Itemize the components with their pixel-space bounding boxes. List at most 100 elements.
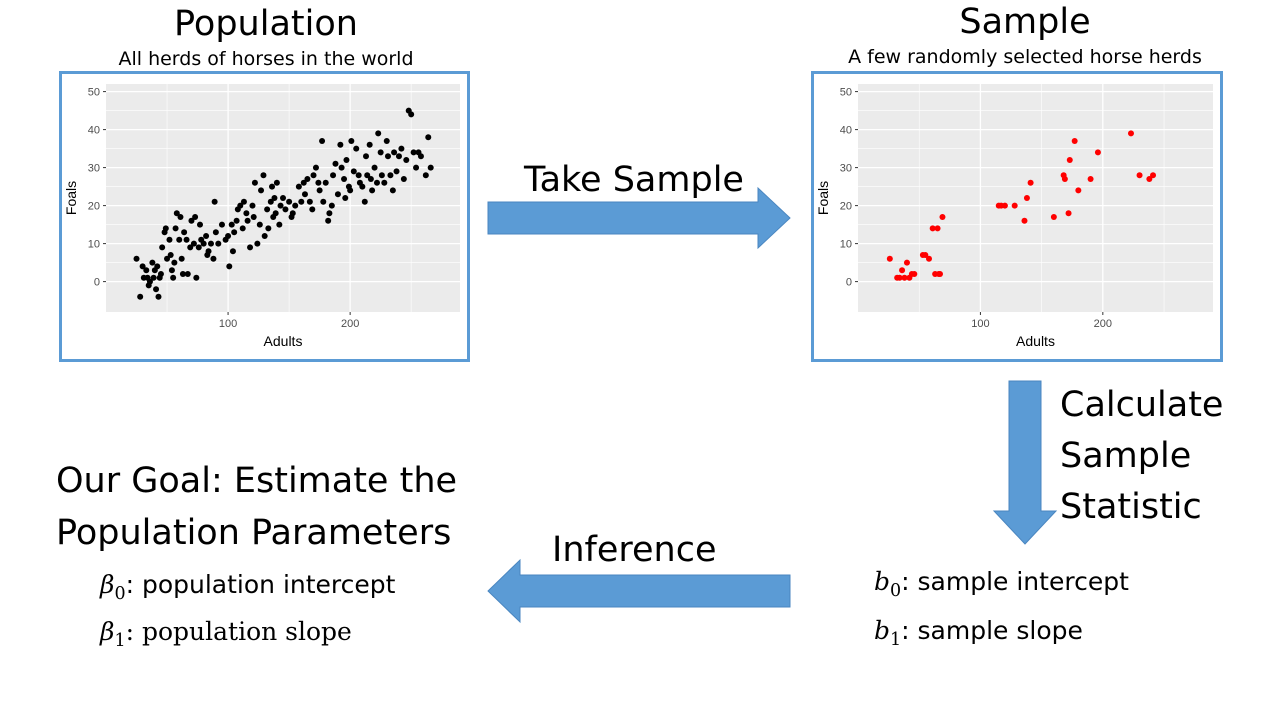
sample-data-point bbox=[903, 259, 910, 266]
sample-data-point bbox=[937, 271, 944, 277]
population-data-point bbox=[334, 191, 341, 198]
population-data-point bbox=[187, 244, 194, 251]
population-data-point bbox=[295, 183, 302, 190]
sample-data-point bbox=[911, 271, 918, 277]
population-data-point bbox=[184, 271, 191, 277]
goal-line-1: Our Goal: Estimate the bbox=[56, 461, 458, 501]
sample-tick-label-x: 100 bbox=[971, 318, 989, 330]
population-data-point bbox=[200, 240, 207, 247]
population-data-point bbox=[210, 255, 217, 262]
population-data-point bbox=[150, 274, 157, 281]
population-data-point bbox=[159, 244, 166, 251]
b-glyph: b bbox=[874, 567, 891, 596]
population-data-point bbox=[178, 255, 185, 262]
population-data-point bbox=[400, 176, 407, 182]
goal-line-2: Population Parameters bbox=[56, 513, 452, 553]
population-data-point bbox=[229, 248, 236, 255]
sample-data-point bbox=[1146, 176, 1153, 182]
population-data-point bbox=[254, 240, 261, 247]
sample-data-point bbox=[901, 274, 908, 281]
sample-data-point bbox=[1094, 149, 1101, 156]
b0-line: b0: sample intercept bbox=[874, 562, 1129, 611]
population-data-point bbox=[196, 221, 203, 228]
population-data-point bbox=[218, 221, 225, 228]
sample-tick-label-y: 10 bbox=[840, 239, 852, 251]
sample-data-point bbox=[934, 225, 941, 232]
sample-data-point bbox=[896, 274, 903, 281]
population-tick-label-y: 40 bbox=[88, 125, 100, 137]
sample-data-point bbox=[1050, 214, 1057, 220]
population-data-point bbox=[337, 141, 344, 148]
sample-data-point bbox=[1150, 172, 1157, 179]
population-data-point bbox=[425, 134, 432, 141]
population-data-point bbox=[389, 187, 396, 194]
population-tick-label-x: 200 bbox=[341, 318, 359, 330]
population-data-point bbox=[203, 233, 210, 239]
goal-heading: Our Goal: Estimate the Population Parame… bbox=[56, 455, 457, 559]
population-data-point bbox=[280, 195, 286, 201]
population-data-point bbox=[301, 191, 308, 198]
subscript: 0 bbox=[890, 581, 902, 601]
population-data-point bbox=[164, 255, 171, 262]
sample-data-point bbox=[922, 252, 929, 258]
population-data-point bbox=[228, 221, 235, 228]
population-data-point bbox=[306, 198, 313, 205]
population-data-point bbox=[192, 214, 199, 220]
population-data-point bbox=[168, 267, 175, 274]
population-data-point bbox=[177, 214, 184, 220]
sample-data-point bbox=[1061, 176, 1068, 182]
population-data-point bbox=[231, 229, 238, 236]
population-data-point bbox=[347, 187, 354, 194]
population-data-point bbox=[326, 210, 333, 217]
sample-tick-label-y: 30 bbox=[840, 163, 852, 175]
population-data-point bbox=[342, 195, 349, 201]
population-y-axis-title: Foals bbox=[63, 181, 79, 215]
sample-data-point bbox=[939, 214, 946, 220]
sample-data-point bbox=[1023, 195, 1030, 201]
population-data-point bbox=[410, 149, 417, 156]
sample-tick-label-y: 0 bbox=[846, 277, 852, 289]
population-data-point bbox=[325, 217, 332, 224]
population-data-point bbox=[375, 130, 382, 137]
population-data-point bbox=[422, 172, 429, 179]
population-data-point bbox=[260, 172, 267, 179]
population-data-point bbox=[353, 145, 360, 152]
sample-data-point bbox=[899, 267, 906, 274]
population-data-point bbox=[403, 157, 410, 163]
population-data-point bbox=[363, 153, 370, 160]
sample-data-point bbox=[886, 255, 893, 262]
population-plot-panel: 100 200 0 10 20 30 40 50 Adults Foals bbox=[59, 71, 470, 362]
b0-symbol: b0 bbox=[874, 567, 901, 601]
sample-data-point bbox=[929, 225, 936, 232]
population-data-point bbox=[355, 172, 362, 179]
population-data-point bbox=[413, 164, 420, 171]
population-data-point bbox=[359, 183, 366, 190]
sample-statistics-list: b0: sample intercept b1: sample slope bbox=[874, 562, 1129, 660]
b0-description: : sample intercept bbox=[901, 567, 1129, 596]
sample-tick-label-x: 200 bbox=[1094, 318, 1112, 330]
population-tick-label-y: 30 bbox=[88, 163, 100, 175]
population-data-point bbox=[298, 198, 305, 205]
beta0-line: β0: population intercept bbox=[100, 566, 395, 613]
population-data-point bbox=[261, 233, 268, 239]
population-data-point bbox=[383, 138, 390, 144]
population-data-point bbox=[267, 198, 274, 205]
inference-label: Inference bbox=[552, 530, 717, 570]
population-data-point bbox=[282, 206, 289, 213]
calculate-line-3: Statistic bbox=[1060, 487, 1202, 527]
population-data-point bbox=[205, 248, 212, 255]
population-data-point bbox=[350, 168, 357, 175]
sample-data-point bbox=[1001, 202, 1008, 209]
population-data-point bbox=[309, 206, 316, 213]
population-tick-label-y: 0 bbox=[94, 277, 100, 289]
calculate-line-1: Calculate bbox=[1060, 385, 1224, 425]
population-data-point bbox=[322, 179, 329, 186]
beta0-symbol: β0 bbox=[100, 570, 126, 604]
population-data-point bbox=[265, 225, 272, 232]
population-data-point bbox=[167, 252, 174, 258]
population-data-point bbox=[417, 153, 424, 160]
population-data-point bbox=[292, 202, 299, 209]
population-title: Population bbox=[174, 4, 358, 44]
population-data-point bbox=[240, 198, 247, 205]
beta-glyph: β bbox=[100, 617, 115, 646]
